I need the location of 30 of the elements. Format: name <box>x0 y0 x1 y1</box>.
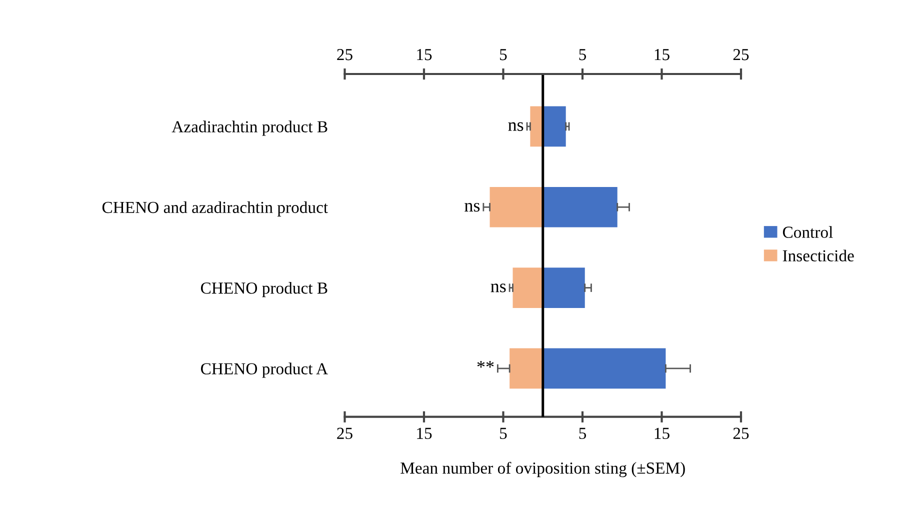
y-tick-label: CHENO and azadirachtin product <box>102 201 328 216</box>
y-tick-label: CHENO product B <box>200 282 328 298</box>
bar <box>512 268 543 308</box>
x-tick-label: 15 <box>654 428 670 439</box>
bar <box>542 268 585 308</box>
x-tick-label: 25 <box>733 428 749 439</box>
y-tick-label: CHENO product A <box>200 362 328 378</box>
bar <box>542 186 618 228</box>
x2-tick-label: 5 <box>579 49 586 60</box>
y-tick-label: Azadirachtin product B <box>172 120 328 136</box>
x-tick-label: 5 <box>579 428 586 439</box>
x-tick-label: 15 <box>417 428 432 439</box>
x-tick-label: 5 <box>500 428 507 439</box>
x2-tick-label: 25 <box>337 49 352 60</box>
x2-tick-label: 25 <box>733 49 749 60</box>
bar <box>542 348 666 389</box>
x-tick-label: 25 <box>337 428 352 439</box>
legend-label: Insecticide <box>782 250 854 262</box>
x2-tick-label: 15 <box>417 49 432 60</box>
x2-tick-label: 5 <box>500 49 507 60</box>
annotation: ns <box>464 202 480 212</box>
bar <box>490 186 543 228</box>
bar <box>542 106 566 147</box>
x2-tick-label: 15 <box>654 49 670 60</box>
annotation: ns <box>490 284 506 292</box>
annotation: ** <box>477 360 494 368</box>
legend-label: Control <box>782 226 833 238</box>
x-axis-title: Mean number of oviposition sting (±SEM) <box>400 462 685 478</box>
annotation: ns <box>508 122 524 131</box>
bar <box>510 348 543 389</box>
